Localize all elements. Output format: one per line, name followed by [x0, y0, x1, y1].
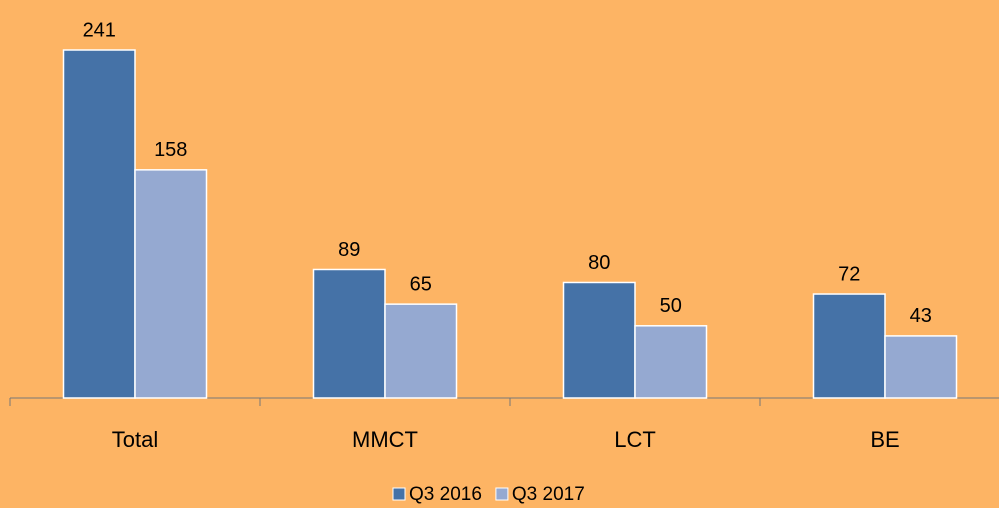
data-label: 80 [588, 252, 610, 274]
legend-label: Q3 2016 [409, 484, 482, 505]
bar [312, 268, 386, 399]
data-label: 50 [660, 295, 682, 317]
bar [812, 293, 886, 399]
legend-label: Q3 2017 [512, 484, 585, 505]
bar [62, 49, 136, 399]
data-label: 72 [838, 263, 860, 285]
data-label: 65 [410, 273, 432, 295]
x-tick-label: Total [112, 427, 158, 452]
bar [384, 303, 458, 399]
data-label: 158 [154, 139, 187, 161]
bar [562, 281, 636, 399]
data-label: 43 [910, 305, 932, 327]
x-tick-label: LCT [614, 427, 656, 452]
data-label: 89 [338, 239, 360, 261]
x-tick-label: MMCT [352, 427, 418, 452]
legend-swatch [392, 487, 406, 501]
bar [634, 325, 708, 399]
x-tick-label: BE [870, 427, 899, 452]
data-label: 241 [83, 19, 116, 41]
bar [134, 169, 208, 399]
legend-swatch [495, 487, 509, 501]
bar [884, 335, 958, 399]
